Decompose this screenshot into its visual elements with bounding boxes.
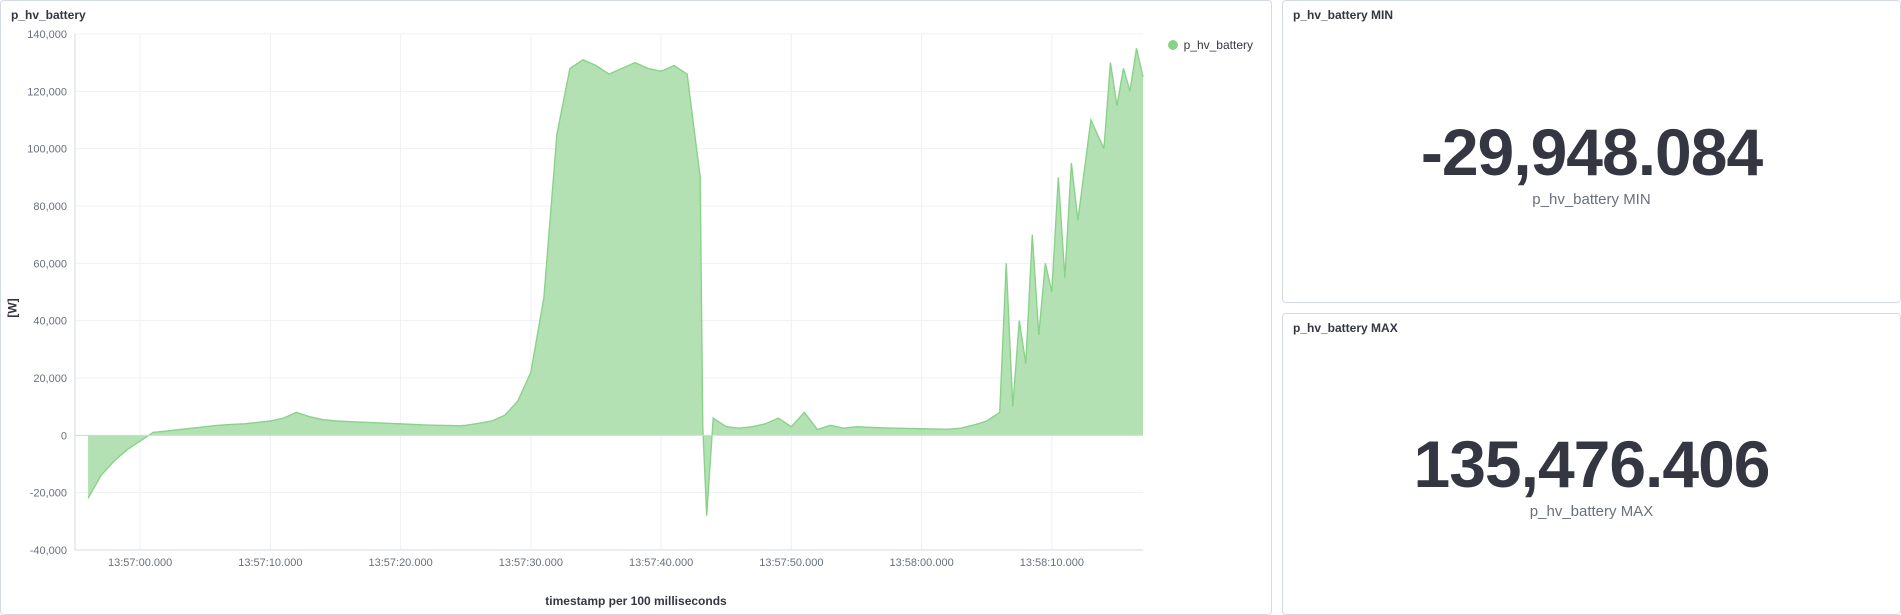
min-metric-body: -29,948.084 p_hv_battery MIN	[1283, 24, 1900, 302]
timeseries-chart[interactable]: -40,000 -20,000 0 20,000 40,000 60,000 80,000 1…	[7, 28, 1263, 578]
svg-text:13:57:10.000: 13:57:10.000	[238, 557, 302, 569]
svg-text:40,000: 40,000	[33, 316, 67, 328]
svg-text:13:58:00.000: 13:58:00.000	[889, 557, 953, 569]
max-metric-body: 135,476.406 p_hv_battery MAX	[1283, 337, 1900, 615]
chart-panel-title: p_hv_battery	[1, 1, 1271, 24]
chart-panel: p_hv_battery [W] -40,000 -20,000 0 20,000 40…	[0, 0, 1272, 615]
svg-text:100,000: 100,000	[27, 144, 67, 156]
metrics-column: p_hv_battery MIN -29,948.084 p_hv_batter…	[1282, 0, 1901, 615]
svg-text:60,000: 60,000	[33, 258, 67, 270]
min-metric-label: p_hv_battery MIN	[1532, 191, 1650, 208]
max-metric-value: 135,476.406	[1413, 430, 1769, 499]
svg-text:13:57:50.000: 13:57:50.000	[759, 557, 823, 569]
legend-series-label: p_hv_battery	[1184, 38, 1253, 52]
chart-body[interactable]: [W] -40,000 -20,000 0 20,000 40,000 60,000 80,…	[1, 24, 1271, 594]
chart-legend[interactable]: p_hv_battery	[1168, 38, 1253, 52]
svg-text:-20,000: -20,000	[30, 488, 67, 500]
chart-inner: [W] -40,000 -20,000 0 20,000 40,000 60,000 80,…	[7, 28, 1265, 588]
svg-text:140,000: 140,000	[27, 29, 67, 41]
legend-dot-icon	[1168, 40, 1178, 50]
dashboard-root: p_hv_battery [W] -40,000 -20,000 0 20,000 40…	[0, 0, 1901, 615]
svg-text:20,000: 20,000	[33, 373, 67, 385]
x-axis-title: timestamp per 100 milliseconds	[1, 594, 1271, 614]
svg-text:-40,000: -40,000	[30, 545, 67, 557]
svg-text:120,000: 120,000	[27, 86, 67, 98]
min-metric-value: -29,948.084	[1421, 118, 1762, 187]
max-metric-label: p_hv_battery MAX	[1530, 503, 1653, 520]
svg-text:0: 0	[61, 430, 67, 442]
min-metric-panel: p_hv_battery MIN -29,948.084 p_hv_batter…	[1282, 0, 1901, 303]
max-metric-panel: p_hv_battery MAX 135,476.406 p_hv_batter…	[1282, 313, 1901, 615]
svg-text:13:57:30.000: 13:57:30.000	[499, 557, 563, 569]
max-panel-title: p_hv_battery MAX	[1283, 314, 1900, 337]
svg-text:13:57:00.000: 13:57:00.000	[108, 557, 172, 569]
min-panel-title: p_hv_battery MIN	[1283, 1, 1900, 24]
svg-text:13:58:10.000: 13:58:10.000	[1020, 557, 1084, 569]
y-axis-title: [W]	[6, 298, 20, 317]
svg-text:13:57:40.000: 13:57:40.000	[629, 557, 693, 569]
svg-text:80,000: 80,000	[33, 201, 67, 213]
svg-text:13:57:20.000: 13:57:20.000	[368, 557, 432, 569]
